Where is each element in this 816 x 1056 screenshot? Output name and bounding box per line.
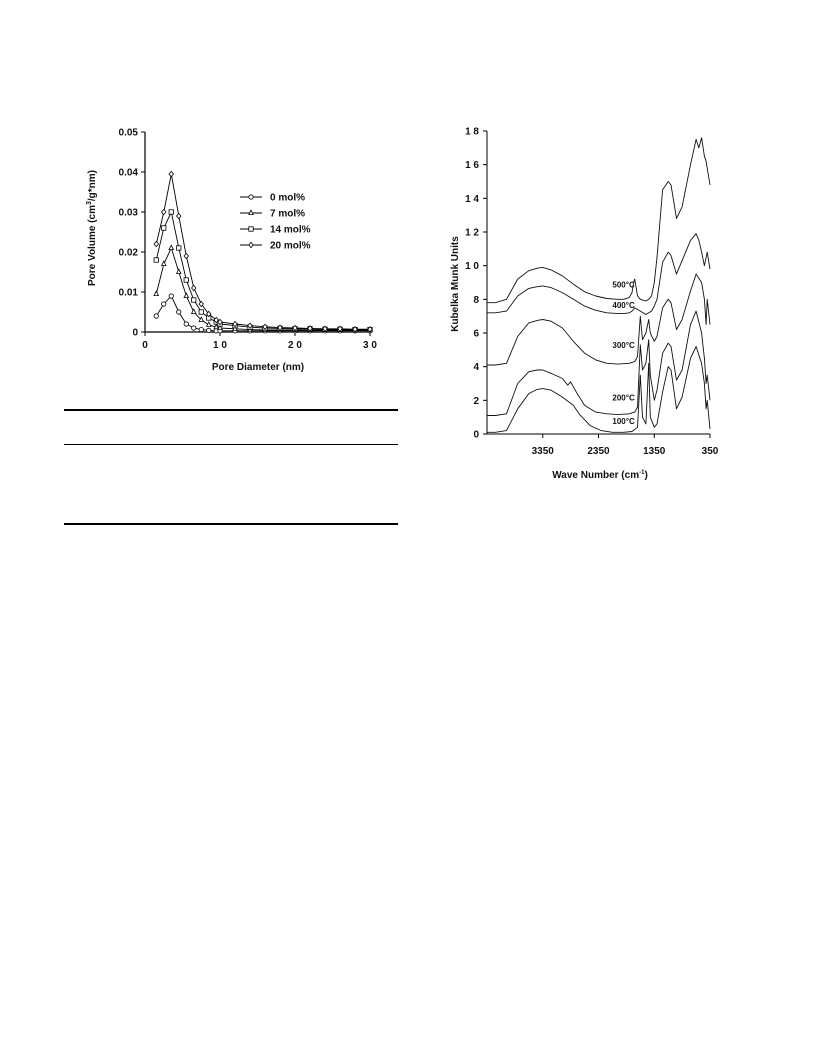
left-data-point [198,309,204,315]
left-data-point [307,325,313,332]
left-data-point [183,252,189,260]
left-data-point [213,316,219,324]
legend-label-3: 20 mol% [270,241,311,252]
left-data-point [161,301,167,307]
left-data-point [191,297,197,303]
legend-marker-0 [248,194,254,200]
left-data-point [198,326,204,333]
left-data-point [183,292,190,299]
left-data-point [153,257,159,263]
left-data-point [247,322,253,329]
left-series-line-3 [155,173,370,330]
left-data-point [217,318,223,326]
left-y-tick-label: 0.04 [119,168,139,179]
left-data-point [168,170,174,178]
legend-marker-2 [248,226,254,232]
left-series-line-1 [155,246,370,331]
left-data-point [191,325,197,331]
left-y-axis-title: Pore Volume (cm3/g*nm) [86,170,98,286]
legend-marker-3 [248,241,254,249]
left-x-tick-label: 0 [142,340,148,351]
left-data-point [168,293,174,299]
left-data-point [206,310,212,318]
left-data-point [160,260,167,267]
left-data-point [175,268,182,275]
left-data-point [217,324,223,331]
left-data-point [190,308,197,315]
left-y-tick-label: 0.02 [119,248,139,259]
left-data-point [168,244,175,251]
left-axes: 0 0.01 0.02 0.03 0.04 0.05 0 1 0 2 0 3 0 [119,128,378,352]
legend-label-2: 14 mol% [270,225,311,236]
legend-label-1: 7 mol% [270,209,305,220]
table-bottom-rule [64,523,398,525]
left-data-point [168,209,174,215]
left-data-point [205,321,212,327]
left-legend: 0 mol% 7 mol% 14 mol% 20 mol% [240,193,311,252]
left-data-point [153,290,160,297]
left-x-axis-title: Pore Diameter (nm) [212,362,304,373]
left-data-point [198,300,204,308]
left-data-point [262,323,268,331]
legend-label-0: 0 mol% [270,193,305,204]
left-x-tick-label: 1 0 [213,340,227,351]
left-x-tick-label: 3 0 [363,340,377,351]
left-data-point [232,320,238,328]
left-x-tick-label: 2 0 [288,340,302,351]
left-data-point [153,313,159,319]
left-data-point [292,324,298,332]
left-data-point [183,321,189,327]
left-data-point [176,212,182,220]
legend-marker-1 [248,209,254,216]
left-data-point [153,240,159,248]
left-y-tick-label: 0.05 [119,128,139,139]
left-y-tick-label: 0.03 [119,208,139,219]
left-series-line-2 [155,210,370,331]
left-data-point [213,323,220,330]
left-data-point [352,325,358,333]
left-data-point [277,324,283,331]
left-y-tick-label: 0 [132,328,138,339]
left-y-tick-label: 0.01 [119,288,139,299]
table-header-rule [64,444,398,445]
left-data-point [232,325,238,331]
left-data-point [161,225,167,231]
left-data-point [183,277,189,283]
left-data-point [191,284,197,292]
left-data-point [161,208,167,216]
table-top-rule [64,409,398,411]
left-data-point [322,325,328,333]
left-data-point [206,327,212,333]
left-series [153,170,373,334]
left-data-point [198,316,205,323]
left-data-point [367,325,373,333]
left-data-point [176,309,182,315]
left-data-point [337,325,343,333]
left-data-point [176,245,182,251]
